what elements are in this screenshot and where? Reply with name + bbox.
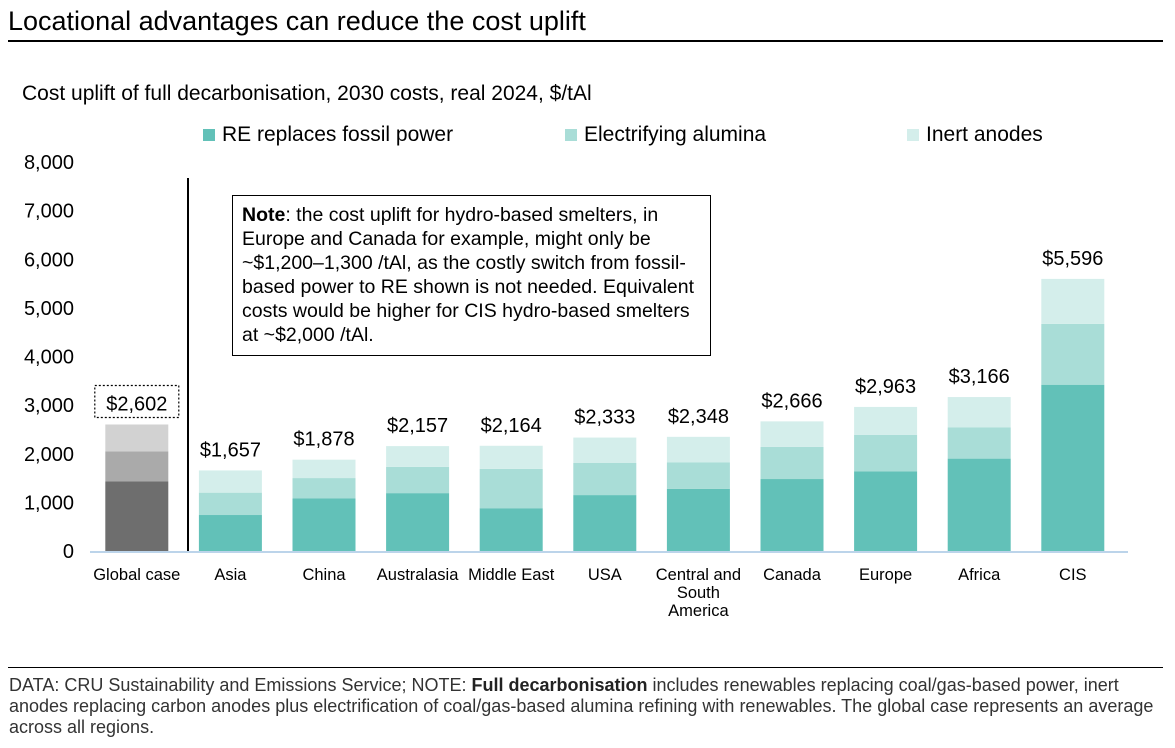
- bar-segment-re: [386, 493, 450, 551]
- x-category-label: Global case: [93, 566, 180, 584]
- x-category-label: CIS: [1059, 566, 1087, 584]
- legend-swatch-alumina: [565, 129, 577, 141]
- bar-segment-re: [760, 479, 824, 551]
- bar-segment-re: [947, 458, 1011, 551]
- total-label: $2,157: [387, 415, 448, 437]
- total-label: $2,963: [855, 376, 916, 398]
- total-label: $3,166: [949, 366, 1010, 388]
- legend-item-re: RE replaces fossil power: [203, 122, 453, 148]
- total-label: $5,596: [1042, 248, 1103, 270]
- total-label: $1,657: [200, 439, 261, 461]
- page-title: Locational advantages can reduce the cos…: [8, 6, 586, 36]
- title-divider: [8, 40, 1163, 42]
- x-category-label: South: [677, 584, 720, 602]
- legend-swatch-re: [203, 129, 215, 141]
- footer-prefix: DATA: CRU Sustainability and Emissions S…: [9, 675, 472, 695]
- total-label: $1,878: [293, 429, 354, 451]
- chart-title: Cost uplift of full decarbonisation, 203…: [22, 82, 592, 105]
- bar-segment-re: [1041, 384, 1105, 551]
- y-tick-label: 7,000: [24, 201, 74, 223]
- bar-segment-anodes: [854, 406, 918, 435]
- y-tick-label: 5,000: [24, 298, 74, 320]
- note-label: Note: [242, 204, 286, 226]
- x-category-label: Asia: [214, 566, 247, 584]
- bar-segment-alumina: [198, 492, 262, 516]
- y-tick-label: 8,000: [24, 152, 74, 174]
- bar-segment-re: [479, 508, 543, 551]
- note-box: Note: the cost uplift for hydro-based sm…: [232, 195, 711, 356]
- note-text: : the cost uplift for hydro-based smelte…: [242, 204, 695, 346]
- total-label: $2,602: [106, 393, 167, 415]
- bar-segment-alumina: [666, 462, 730, 489]
- y-tick-label: 2,000: [24, 444, 74, 466]
- stacked-bar-chart: 0 1,000 2,000 3,000 4,000 5,000 6,000 7,000 8,00…: [24, 152, 1128, 620]
- bar-segment-alumina: [479, 468, 543, 509]
- total-label: $2,348: [668, 406, 729, 428]
- bar-segment-re: [666, 488, 730, 551]
- bar-segment-alumina: [105, 451, 169, 482]
- bar-segment-alumina: [1041, 323, 1105, 385]
- bar-segment-re: [105, 481, 169, 551]
- bar-segment-re: [198, 515, 262, 551]
- bar-segment-anodes: [573, 437, 637, 463]
- footer-suffix: includes renewables replacing coal/gas-b…: [9, 675, 1154, 737]
- x-category-label: America: [668, 602, 729, 620]
- x-category-label: USA: [588, 566, 622, 584]
- total-label: $2,666: [761, 390, 822, 412]
- y-tick-label: 4,000: [24, 347, 74, 369]
- bar-segment-anodes: [479, 445, 543, 469]
- bar-segment-anodes: [292, 459, 356, 479]
- bar-segment-alumina: [760, 446, 824, 480]
- bar-segment-anodes: [760, 421, 824, 447]
- legend-item-alumina: Electrifying alumina: [565, 122, 766, 148]
- x-category-label: Middle East: [468, 566, 555, 584]
- legend-swatch-anodes: [907, 129, 919, 141]
- bar-segment-re: [292, 498, 356, 551]
- bar-segment-alumina: [573, 462, 637, 496]
- footer-bold: Full decarbonisation: [471, 675, 648, 695]
- bar-segment-alumina: [386, 466, 450, 494]
- footer-divider: [8, 667, 1163, 668]
- bar-segment-anodes: [666, 436, 730, 463]
- x-category-label: Canada: [763, 566, 822, 584]
- bar-segment-re: [573, 495, 637, 551]
- bar-segment-re: [854, 471, 918, 551]
- y-tick-label: 0: [63, 541, 74, 563]
- legend-item-anodes: Inert anodes: [907, 122, 1043, 148]
- bar-segment-anodes: [105, 424, 169, 452]
- legend-label-alumina: Electrifying alumina: [584, 123, 767, 146]
- total-label: $2,164: [481, 415, 542, 437]
- bar-segment-alumina: [854, 434, 918, 472]
- x-category-label: Europe: [859, 566, 912, 584]
- bar-segment-anodes: [198, 470, 262, 493]
- x-category-label: Africa: [958, 566, 1001, 584]
- total-label-box: [94, 384, 180, 419]
- legend-label-re: RE replaces fossil power: [222, 123, 454, 146]
- total-label: $2,333: [574, 407, 635, 429]
- x-category-label: Central and: [656, 566, 741, 584]
- bar-segment-alumina: [947, 427, 1011, 459]
- bar-segment-anodes: [386, 446, 450, 467]
- x-category-label: China: [302, 566, 346, 584]
- y-tick-label: 3,000: [24, 395, 74, 417]
- bar-segment-anodes: [947, 397, 1011, 428]
- bar-segment-anodes: [1041, 278, 1105, 324]
- footer-source: DATA: CRU Sustainability and Emissions S…: [9, 675, 1164, 738]
- bar-segment-alumina: [292, 478, 356, 499]
- y-tick-label: 6,000: [24, 249, 74, 271]
- x-category-label: Australasia: [377, 566, 459, 584]
- y-tick-label: 1,000: [24, 492, 74, 514]
- legend-label-anodes: Inert anodes: [926, 123, 1043, 146]
